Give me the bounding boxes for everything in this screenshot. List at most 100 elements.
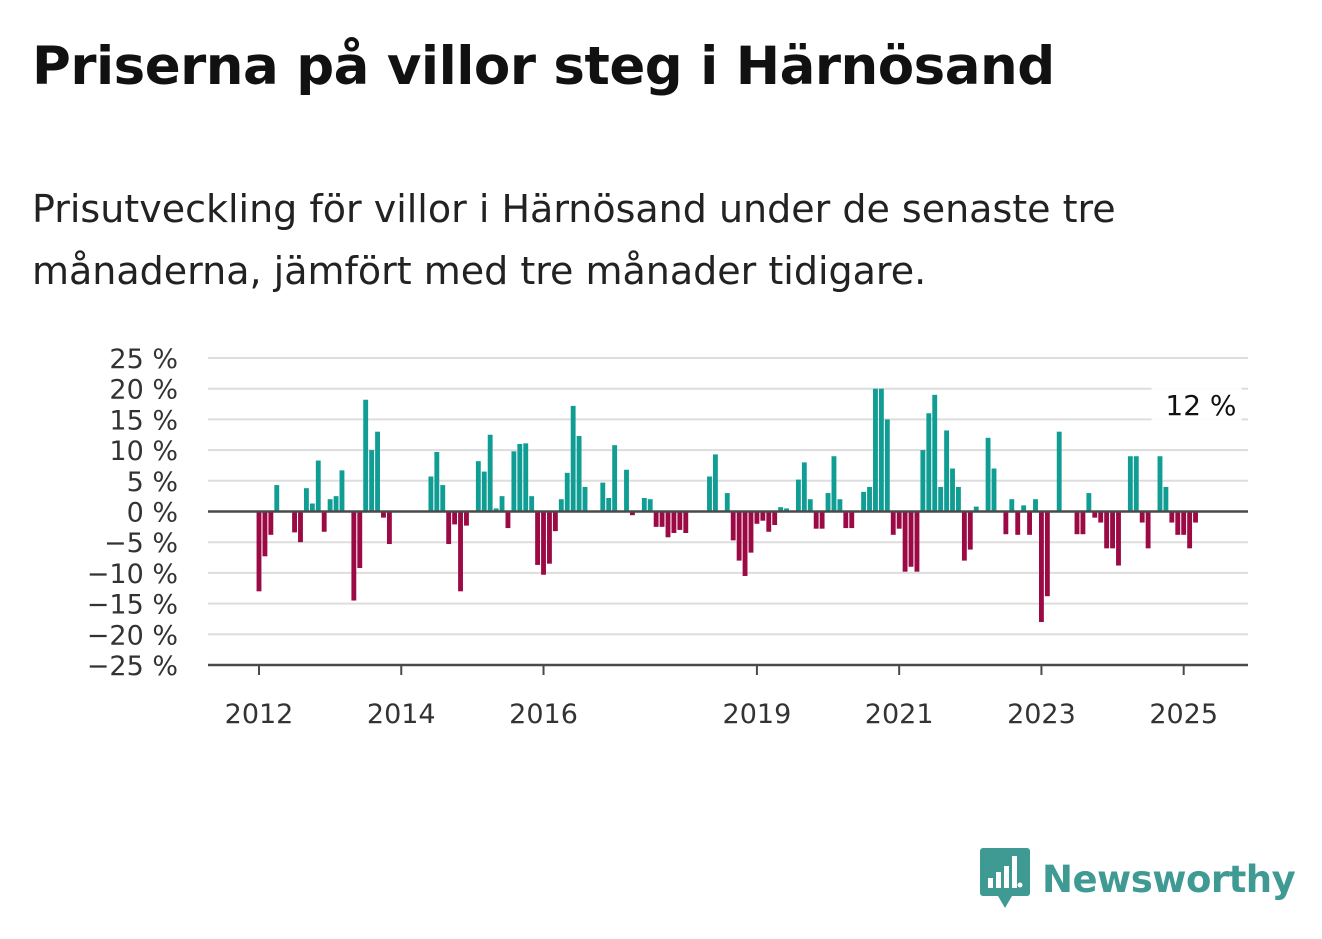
bar [1163, 486, 1169, 512]
bar [683, 511, 689, 533]
bar [778, 507, 784, 512]
bar [481, 471, 487, 512]
bar [600, 482, 606, 512]
bar [1027, 511, 1032, 535]
bar [333, 496, 339, 512]
bar [1009, 499, 1015, 512]
bar [772, 511, 778, 526]
bar [558, 499, 564, 512]
x-axis-labels: 2012 2014 2016 2019 2021 2023 2025 [225, 665, 1218, 730]
x-tick-label: 2016 [509, 699, 578, 730]
bar [570, 405, 576, 512]
x-tick-label: 2023 [1007, 699, 1076, 730]
bar [298, 511, 303, 543]
bar [896, 511, 902, 529]
bar [339, 470, 345, 512]
bar [1175, 511, 1181, 535]
bar [831, 456, 837, 512]
bar [784, 508, 789, 512]
bar [801, 462, 807, 512]
bar [552, 511, 558, 532]
bar [1187, 511, 1193, 549]
bar [707, 476, 712, 512]
bar [884, 419, 890, 512]
bar [1056, 431, 1062, 512]
bar [760, 511, 766, 521]
bar [807, 499, 813, 512]
bar [867, 486, 872, 512]
bar [754, 511, 760, 524]
bar [499, 496, 505, 512]
bar [766, 511, 772, 532]
y-tick-label: 20 % [109, 375, 178, 406]
bar [1044, 511, 1050, 597]
bar [535, 511, 541, 565]
bar [624, 469, 629, 512]
bar [464, 511, 469, 526]
bar [292, 511, 297, 533]
y-tick-label: 0 % [127, 498, 178, 529]
bar [487, 434, 493, 512]
bar [1127, 456, 1133, 512]
bar [1145, 511, 1151, 549]
bar [1181, 511, 1187, 535]
annotation-background [1151, 386, 1242, 424]
gridlines [208, 357, 1248, 636]
annotation-label: 12 % [1165, 389, 1236, 422]
bar [736, 511, 742, 561]
bar [1015, 511, 1021, 535]
bar [985, 437, 991, 512]
bar [748, 511, 754, 553]
bar [381, 511, 386, 518]
bar [541, 511, 546, 575]
bar [671, 511, 677, 533]
bar [819, 511, 825, 529]
bar [274, 485, 280, 512]
bar [677, 511, 683, 530]
bar [1116, 511, 1121, 566]
bar [932, 394, 938, 512]
bar [630, 511, 635, 516]
chart-title: Priserna på villor steg i Härnösand [32, 36, 1055, 97]
bar [529, 496, 535, 512]
bar [641, 497, 647, 512]
bars [256, 388, 1198, 623]
chart-subtitle: Prisutveckling för villor i Härnösand un… [32, 187, 1116, 293]
bar [1110, 511, 1115, 549]
bar [256, 511, 262, 592]
bar [321, 511, 327, 532]
bar [582, 486, 588, 512]
bar [1193, 511, 1198, 523]
bar [967, 511, 973, 550]
bar [843, 511, 849, 529]
y-tick-label: 25 % [109, 344, 178, 375]
bar [742, 511, 748, 576]
bar [446, 511, 452, 545]
bar [837, 499, 843, 512]
bar [1104, 511, 1110, 549]
bar [647, 499, 653, 512]
x-tick-label: 2021 [865, 699, 934, 730]
bar [1139, 511, 1145, 523]
bar [861, 491, 867, 512]
bar [908, 511, 914, 567]
bar [440, 485, 446, 512]
bar [849, 511, 855, 529]
bar [363, 399, 369, 512]
bar [523, 443, 529, 512]
bar [612, 445, 618, 512]
bar [386, 511, 392, 545]
bar [375, 431, 380, 512]
bar [458, 511, 463, 592]
bar [351, 511, 357, 601]
brand-name: Newsworthy [1042, 857, 1296, 901]
bar [926, 413, 932, 512]
y-tick-label: 10 % [109, 436, 178, 467]
bar [1092, 511, 1098, 518]
y-tick-label: −5 % [104, 528, 178, 559]
bar [1133, 456, 1139, 512]
bar [813, 511, 819, 529]
bar [659, 511, 665, 527]
bar [1157, 456, 1163, 512]
bar-chart: 25 %20 %15 %10 %5 %0 %−5 %−10 %−15 %−20 … [87, 344, 1248, 730]
